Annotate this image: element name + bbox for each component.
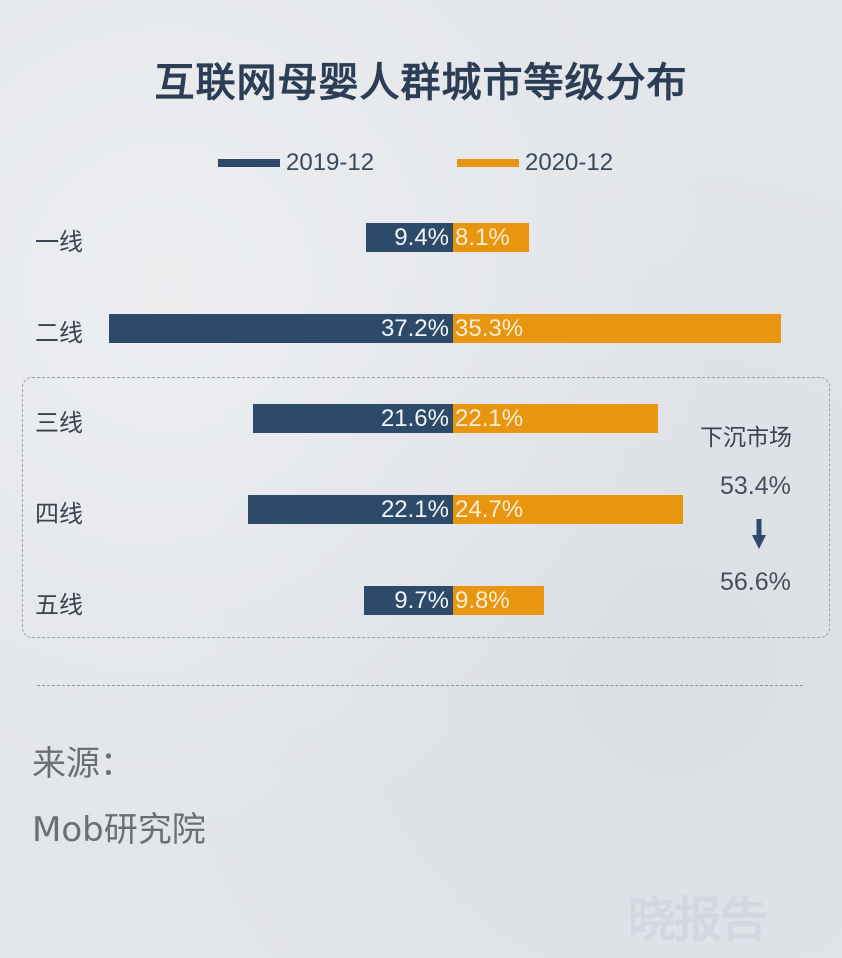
sinking-market-title: 下沉市场 [700,425,792,451]
bar-value: 24.7% [455,495,524,523]
bar-value: 9.7% [394,586,449,614]
bar-2019-tier5: 9.7% [364,586,453,615]
row-label-tier2: 二线 [35,319,83,347]
sinking-market-to: 56.6% [720,568,791,596]
arrow-down-icon [752,519,766,549]
row-label-tier3: 三线 [35,409,83,437]
chart-title: 互联网母婴人群城市等级分布 [154,59,688,106]
bar-2020-tier4: 24.7% [453,495,683,524]
legend-swatch-2020 [457,159,519,167]
bar-2020-tier5: 9.8% [453,586,544,615]
bar-2020-tier3: 22.1% [453,404,658,433]
bar-value: 9.8% [455,586,510,614]
sinking-market-from: 53.4% [720,472,791,500]
bar-2020-tier1: 8.1% [453,223,529,252]
bar-value: 9.4% [394,223,449,251]
bar-value: 37.2% [380,314,449,342]
bar-2019-tier4: 22.1% [248,495,453,524]
legend-swatch-2019 [218,159,280,167]
watermark-logo: 晓报告 [628,892,768,948]
legend-item-2020: 2020-12 [457,148,613,178]
bar-value: 35.3% [455,314,524,342]
bar-2019-tier2: 37.2% [109,314,453,343]
source-name: Mob研究院 [32,810,206,850]
legend: 2019-12 2020-12 [0,148,842,178]
legend-item-2019: 2019-12 [218,148,374,178]
source-label: 来源： [32,744,134,784]
row-label-tier5: 五线 [35,591,83,619]
row-label-tier1: 一线 [35,228,83,256]
row-label-tier4: 四线 [35,500,83,528]
sinking-market-box [22,377,830,638]
bar-value: 22.1% [455,404,524,432]
bar-2020-tier2: 35.3% [453,314,781,343]
bar-2019-tier1: 9.4% [366,223,453,252]
divider [37,685,803,686]
bar-value: 22.1% [380,495,449,523]
legend-label-2019: 2019-12 [286,149,375,176]
bar-value: 8.1% [455,223,510,251]
bar-value: 21.6% [380,404,449,432]
bar-2019-tier3: 21.6% [253,404,453,433]
legend-label-2020: 2020-12 [525,149,614,176]
